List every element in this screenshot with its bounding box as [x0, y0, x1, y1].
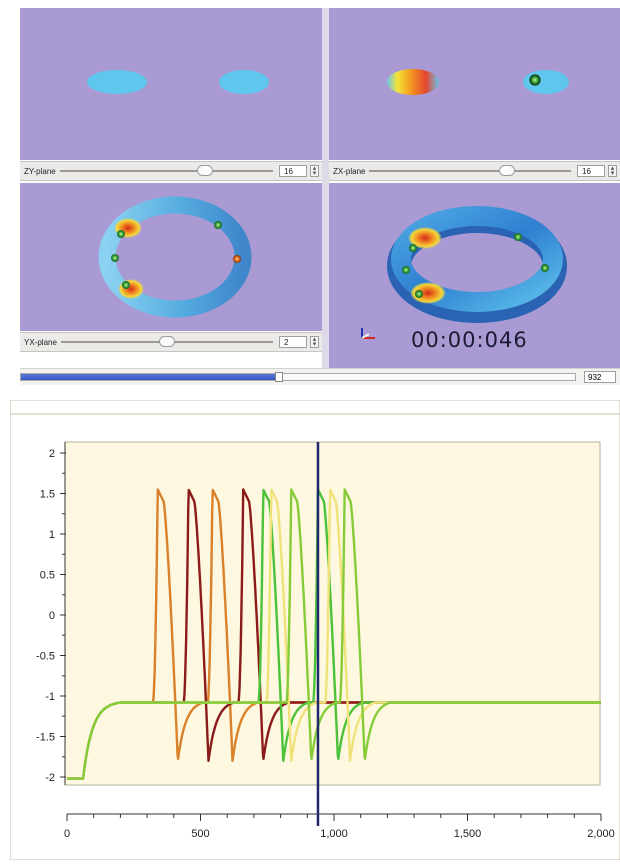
- 3d-electrode: [514, 233, 522, 241]
- y-tick-label: -1: [45, 691, 55, 703]
- zx-cross-sections: [387, 69, 569, 95]
- y-tick-label: -0.5: [36, 651, 55, 663]
- zy-plane-slider[interactable]: [59, 165, 273, 176]
- 3d-electrode: [415, 290, 423, 298]
- zy-plane-view[interactable]: [20, 8, 322, 160]
- yx-ring: [98, 196, 252, 318]
- y-tick-label: 1: [49, 529, 55, 541]
- y-tick-label: -2: [45, 772, 55, 784]
- zy-section-left: [87, 70, 147, 94]
- zx-electrode: [529, 74, 541, 86]
- frame-number-input[interactable]: 932: [584, 371, 616, 383]
- x-tick-label: 500: [191, 828, 209, 840]
- yx-plane-slider[interactable]: [60, 336, 273, 347]
- yx-electrode: [214, 221, 222, 229]
- x-tick-label: 0: [64, 828, 70, 840]
- time-readout: 00:00:046: [411, 328, 528, 352]
- spin-up-icon[interactable]: ▴: [312, 336, 317, 343]
- time-slider-thumb[interactable]: [274, 372, 283, 382]
- zy-plane-spinner[interactable]: ▴ ▾: [310, 165, 319, 177]
- zx-plane-label: ZX-plane: [333, 166, 366, 176]
- spin-down-icon[interactable]: ▾: [312, 170, 317, 177]
- y-tick-label: 2: [49, 448, 55, 460]
- axes-orientation-icon: [361, 328, 375, 339]
- zx-plane-spinner[interactable]: ▴ ▾: [608, 165, 617, 177]
- y-tick-label: 0: [49, 610, 55, 622]
- zx-plane-value-input[interactable]: 16: [577, 165, 605, 177]
- 3d-ring: [387, 206, 567, 323]
- zy-section-right: [219, 70, 269, 94]
- yx-plane-slider-thumb[interactable]: [158, 336, 175, 347]
- zy-plane-label: ZY-plane: [24, 166, 56, 176]
- spin-up-icon[interactable]: ▴: [312, 165, 317, 172]
- yx-electrode: [111, 254, 119, 262]
- zx-plane-view[interactable]: [329, 8, 620, 160]
- time-slider[interactable]: [20, 372, 576, 382]
- yx-plane-control: YX-plane 2 ▴ ▾: [20, 332, 322, 352]
- chart-svg: 2 1.5 1 0.5 0 -0.5 -1 -1.5 -2 0 500 1,000 1,500 2,000: [9, 399, 620, 861]
- view-divider: [322, 8, 329, 368]
- x-tick-label: 1,000: [320, 828, 348, 840]
- zy-plane-slider-thumb[interactable]: [196, 165, 213, 176]
- yx-plane-spinner[interactable]: ▴ ▾: [310, 336, 319, 348]
- spin-down-icon[interactable]: ▾: [312, 341, 317, 348]
- yx-electrode: [117, 230, 125, 238]
- yx-electrode: [122, 281, 130, 289]
- zy-plane-control: ZY-plane 16 ▴ ▾: [20, 161, 322, 181]
- yx-plane-value-input[interactable]: 2: [279, 336, 307, 348]
- y-tick-label: 1.5: [40, 489, 55, 501]
- 3d-electrode: [541, 264, 549, 272]
- voltage-trace-chart: 2 1.5 1 0.5 0 -0.5 -1 -1.5 -2 0 500 1,000 1,500 2,000: [9, 399, 620, 861]
- spin-down-icon[interactable]: ▾: [610, 170, 615, 177]
- time-slider-fill: [21, 374, 279, 380]
- zx-plane-slider-thumb[interactable]: [498, 165, 515, 176]
- y-tick-label: 0.5: [40, 570, 55, 582]
- x-tick-label: 2,000: [587, 828, 615, 840]
- y-tick-label: -1.5: [36, 732, 55, 744]
- 3d-electrode: [402, 266, 410, 274]
- zx-plane-slider[interactable]: [369, 165, 571, 176]
- zx-section-excited: [387, 69, 439, 95]
- yx-electrode: [233, 255, 241, 263]
- playback-bar: 932: [20, 368, 620, 385]
- zx-plane-control: ZX-plane 16 ▴ ▾: [329, 161, 620, 181]
- zy-cross-sections: [87, 70, 269, 94]
- yx-plane-label: YX-plane: [24, 337, 57, 347]
- spin-up-icon[interactable]: ▴: [610, 165, 615, 172]
- zy-plane-value-input[interactable]: 16: [279, 165, 307, 177]
- viewer-drawing: [87, 69, 569, 339]
- series-line: [66, 488, 602, 780]
- plot-area: [64, 441, 601, 786]
- x-tick-label: 1,500: [454, 828, 482, 840]
- 3d-electrode: [409, 244, 417, 252]
